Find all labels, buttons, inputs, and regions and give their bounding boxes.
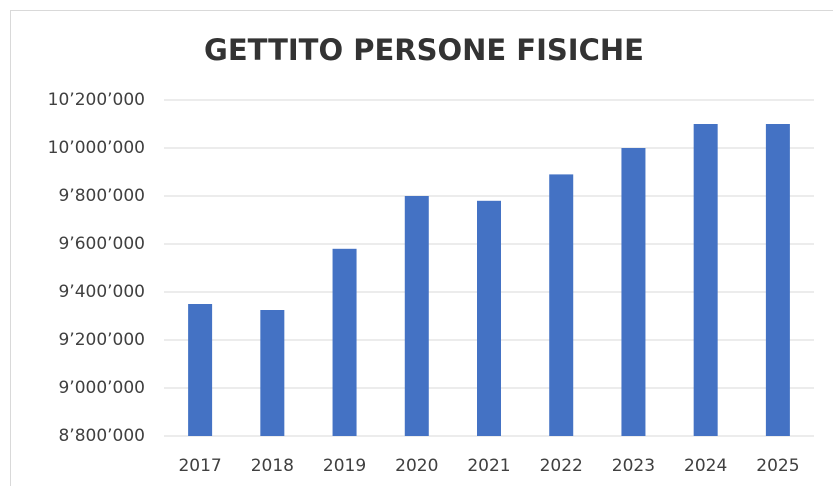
x-tick-label: 2020 xyxy=(395,456,438,476)
y-tick-label: 9’200’000 xyxy=(58,330,145,350)
bar xyxy=(621,148,646,436)
y-tick-label: 9’400’000 xyxy=(58,282,145,302)
bar xyxy=(188,304,213,436)
chart-title: GETTITO PERSONE FISICHE xyxy=(204,33,644,67)
x-tick-label: 2024 xyxy=(684,456,727,476)
x-tick-label: 2018 xyxy=(251,456,294,476)
y-tick-label: 8’800’000 xyxy=(58,426,145,446)
bar xyxy=(765,124,790,436)
bar xyxy=(477,200,501,436)
bar xyxy=(260,310,285,436)
bar xyxy=(549,174,574,436)
bar xyxy=(693,124,718,436)
bar xyxy=(332,248,357,436)
x-tick-label: 2019 xyxy=(323,456,366,476)
x-tick-label: 2022 xyxy=(540,456,583,476)
x-tick-label: 2017 xyxy=(178,456,221,476)
x-tick-label: 2025 xyxy=(756,456,799,476)
y-tick-label: 10’000’000 xyxy=(48,138,145,158)
x-tick-label: 2021 xyxy=(467,456,510,476)
bar xyxy=(404,196,429,436)
y-tick-label: 10’200’000 xyxy=(48,90,145,110)
y-tick-label: 9’000’000 xyxy=(58,378,145,398)
y-tick-label: 9’800’000 xyxy=(58,186,145,206)
y-tick-label: 9’600’000 xyxy=(58,234,145,254)
x-tick-label: 2023 xyxy=(612,456,655,476)
